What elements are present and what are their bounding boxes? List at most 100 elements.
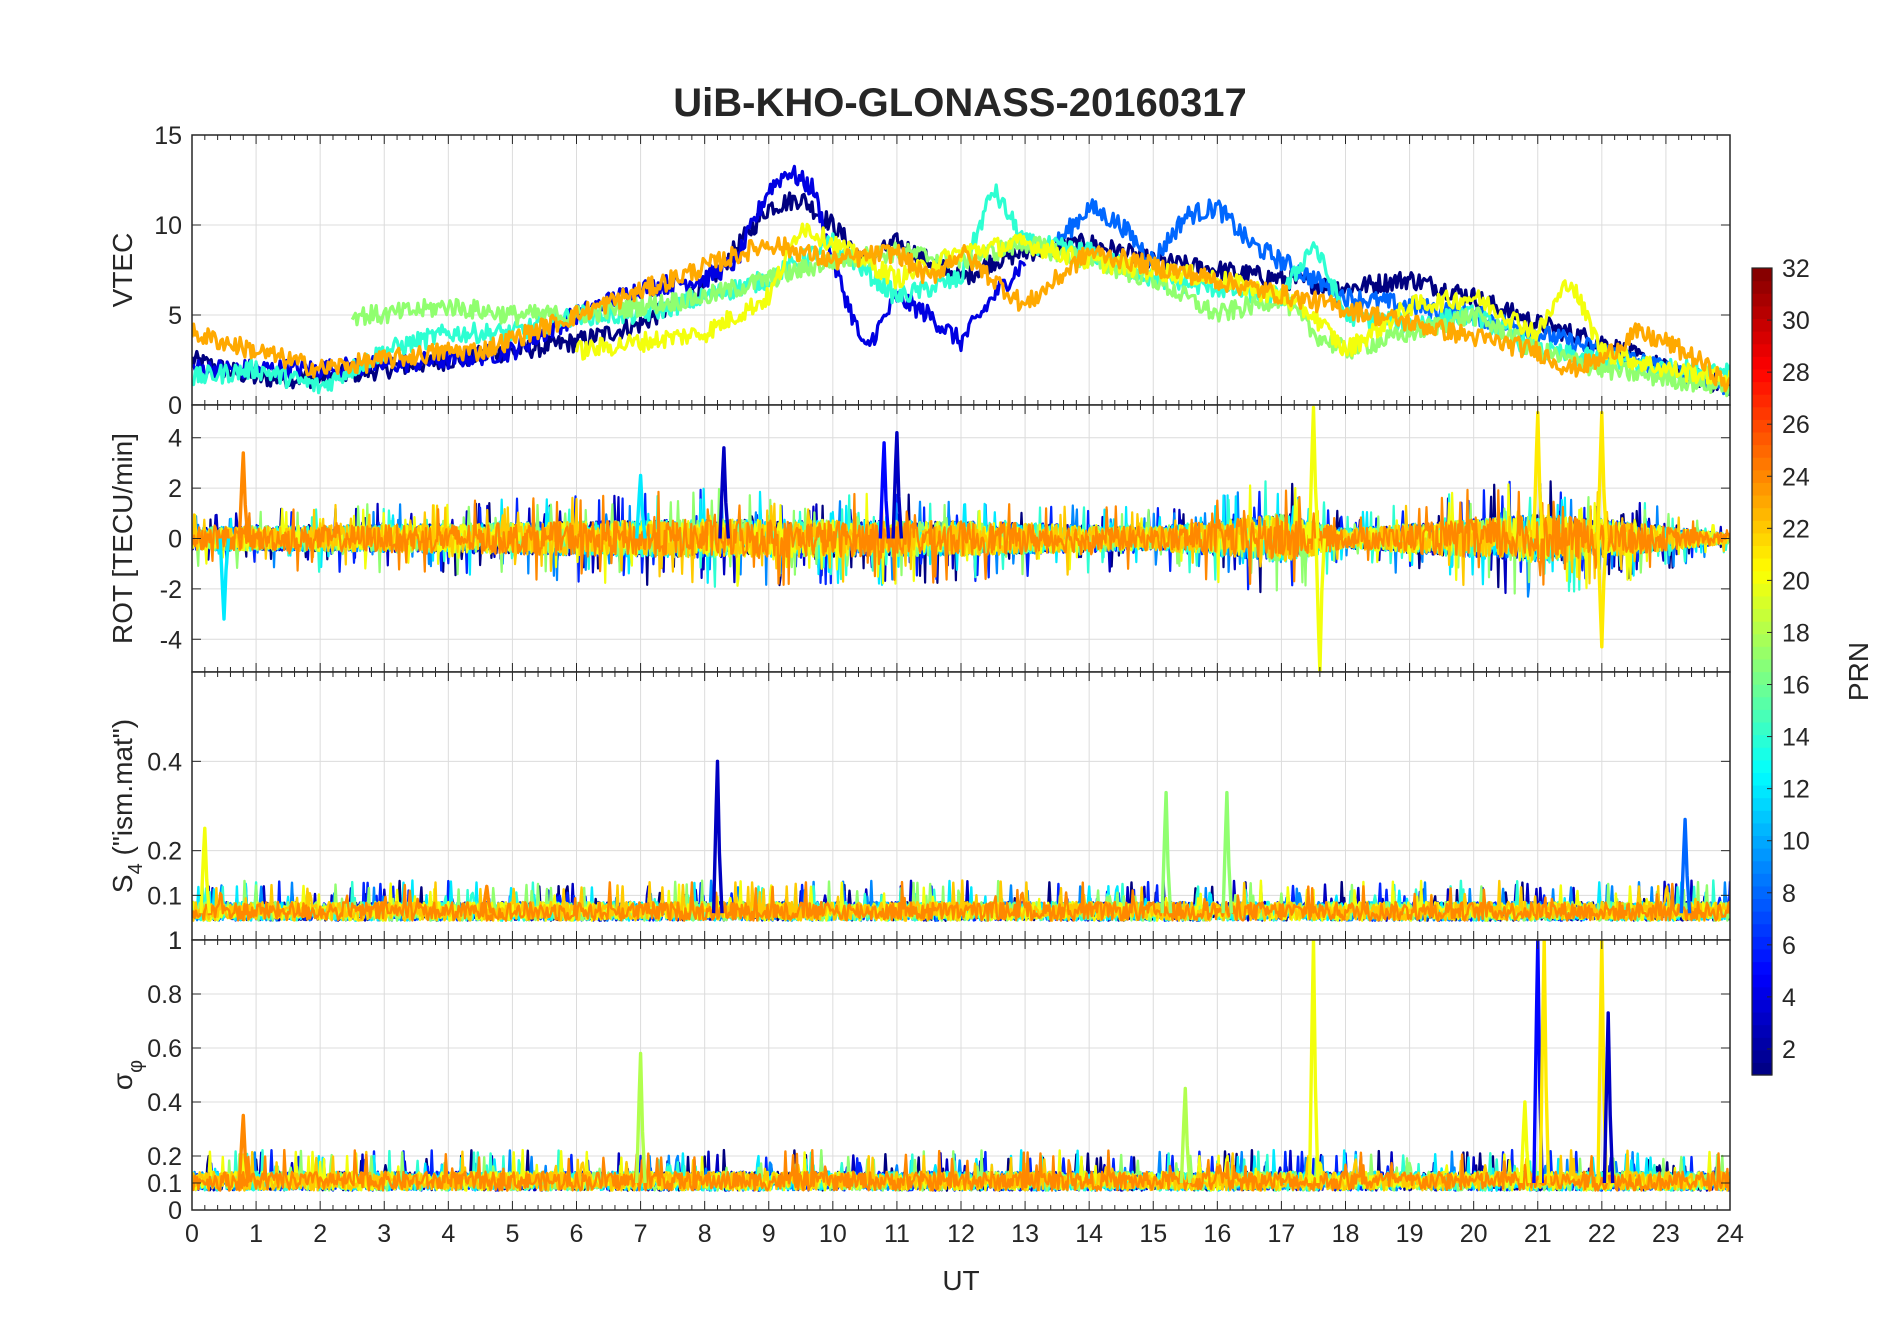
- spike-prn-24: [481, 884, 493, 914]
- colorbar-segment: [1752, 747, 1772, 761]
- panel-s4-ticks: [191, 672, 1731, 940]
- y-tick-label: -2: [160, 576, 182, 604]
- colorbar-segment: [1752, 948, 1772, 963]
- x-tick-label: 18: [1332, 1220, 1360, 1248]
- colorbar-segment: [1752, 331, 1772, 345]
- x-tick-label: 4: [441, 1220, 455, 1248]
- y-tick-label: 0: [168, 526, 182, 554]
- x-tick-label: 2: [313, 1220, 327, 1248]
- series-prn-23: [192, 236, 1730, 393]
- x-tick-label: 17: [1268, 1220, 1296, 1248]
- colorbar-segment: [1752, 797, 1772, 811]
- x-tick-label: 7: [634, 1220, 648, 1248]
- y-tick-label: 4: [168, 425, 182, 453]
- colorbar-segment: [1752, 1037, 1772, 1051]
- colorbar-segment: [1752, 848, 1772, 862]
- x-tick-label: 23: [1652, 1220, 1680, 1248]
- x-tick-label: 15: [1139, 1220, 1167, 1248]
- x-tick-label: 24: [1716, 1220, 1744, 1248]
- panel-sigma_phi: 00.10.2 0.4 0.6 0.8 1 σφ: [107, 927, 1731, 1225]
- spike-prn-3: [1602, 1011, 1615, 1184]
- colorbar-segment: [1752, 431, 1772, 446]
- spike-prn-3: [711, 759, 724, 914]
- colorbar-segment: [1752, 721, 1772, 736]
- spike-prn-5: [878, 441, 891, 539]
- colorbar-segment: [1752, 885, 1772, 900]
- panel-vtec-ticks: [191, 134, 1731, 406]
- colorbar-segment: [1752, 999, 1772, 1013]
- colorbar-segment: [1752, 457, 1772, 471]
- colorbar-segment: [1752, 1024, 1772, 1038]
- panel-vtec-ylabel: VTEC: [107, 233, 138, 308]
- x-tick-label: 5: [505, 1220, 519, 1248]
- colorbar-segment: [1752, 658, 1772, 673]
- colorbar-segment: [1752, 1049, 1772, 1063]
- colorbar-segment: [1752, 709, 1772, 723]
- colorbar-segment: [1752, 911, 1772, 925]
- colorbar-segment: [1752, 368, 1772, 383]
- panel-s4-series: [192, 759, 1730, 922]
- spike-prn-18: [635, 1051, 647, 1184]
- colorbar-tick-label: 8: [1782, 880, 1796, 908]
- colorbar-segment: [1752, 280, 1772, 294]
- y-tick-label: 10: [154, 212, 182, 240]
- panel-sigma_phi-series: [192, 940, 1730, 1192]
- series-prn-24: [192, 880, 1730, 922]
- series-prn-24: [192, 488, 1730, 586]
- colorbar-segment: [1752, 822, 1772, 837]
- colorbar-segment: [1752, 545, 1772, 559]
- colorbar-label: PRN: [1843, 642, 1874, 701]
- x-tick-labels: 0 1 2 3 4 5 6 7 8 9 10 11 12 13 14 15 16 17 18 19 20 21 22 23 24: [185, 1220, 1744, 1248]
- colorbar-segment: [1752, 444, 1772, 458]
- colorbar-segment: [1752, 343, 1772, 357]
- colorbar-segment: [1752, 532, 1772, 547]
- spike-prn-12: [218, 538, 231, 621]
- spike-prn-12: [635, 473, 647, 539]
- x-tick-label: 10: [819, 1220, 847, 1248]
- colorbar-tick-label: 18: [1782, 619, 1810, 647]
- colorbar-segment: [1752, 936, 1772, 950]
- colorbar-segment: [1752, 646, 1772, 660]
- colorbar-segment: [1752, 318, 1772, 332]
- colorbar-segment: [1752, 520, 1772, 534]
- colorbar-segment: [1752, 406, 1772, 420]
- spike-prn-17: [1160, 790, 1173, 914]
- y-tick-label: 0.4: [147, 748, 182, 776]
- colorbar-tick-label: 16: [1782, 672, 1810, 700]
- spike-prn-21: [1538, 940, 1551, 1184]
- colorbar-segment: [1752, 898, 1772, 912]
- x-tick-label: 16: [1203, 1220, 1231, 1248]
- panel-rot-series: [192, 405, 1730, 672]
- colorbar-segment: [1752, 305, 1772, 320]
- y-tick-label: 0.1: [147, 1170, 182, 1198]
- x-tick-label: 21: [1524, 1220, 1552, 1248]
- colorbar-segment: [1752, 772, 1772, 786]
- colorbar-tick-label: 24: [1782, 463, 1810, 491]
- colorbar-segment: [1752, 381, 1772, 395]
- colorbar-tick-label: 30: [1782, 307, 1810, 335]
- colorbar-segment: [1752, 394, 1772, 408]
- spike-prn-20: [1307, 405, 1320, 539]
- colorbar-tick-label: 22: [1782, 515, 1810, 543]
- x-tick-label: 11: [884, 1220, 910, 1248]
- colorbar-segment: [1752, 974, 1772, 988]
- colorbar-segment: [1752, 873, 1772, 887]
- colorbar-tick-label: 2: [1782, 1036, 1796, 1064]
- y-tick-label: 0.8: [147, 981, 182, 1009]
- y-tick-label: 15: [154, 122, 182, 150]
- spike-prn-24: [237, 451, 250, 539]
- x-tick-label: 9: [762, 1220, 776, 1248]
- colorbar-tick-label: 12: [1782, 776, 1810, 804]
- colorbar-segment: [1752, 696, 1772, 710]
- y-tick-label: 0: [168, 392, 182, 420]
- x-tick-label: 1: [249, 1220, 263, 1248]
- colorbar-frame: [1751, 267, 1773, 1076]
- x-tick-label: 22: [1588, 1220, 1616, 1248]
- panel-rot-ylabel: ROT [TECU/min]: [107, 433, 138, 644]
- spike-prn-20: [199, 826, 211, 914]
- y-tick-label: 1: [168, 927, 182, 955]
